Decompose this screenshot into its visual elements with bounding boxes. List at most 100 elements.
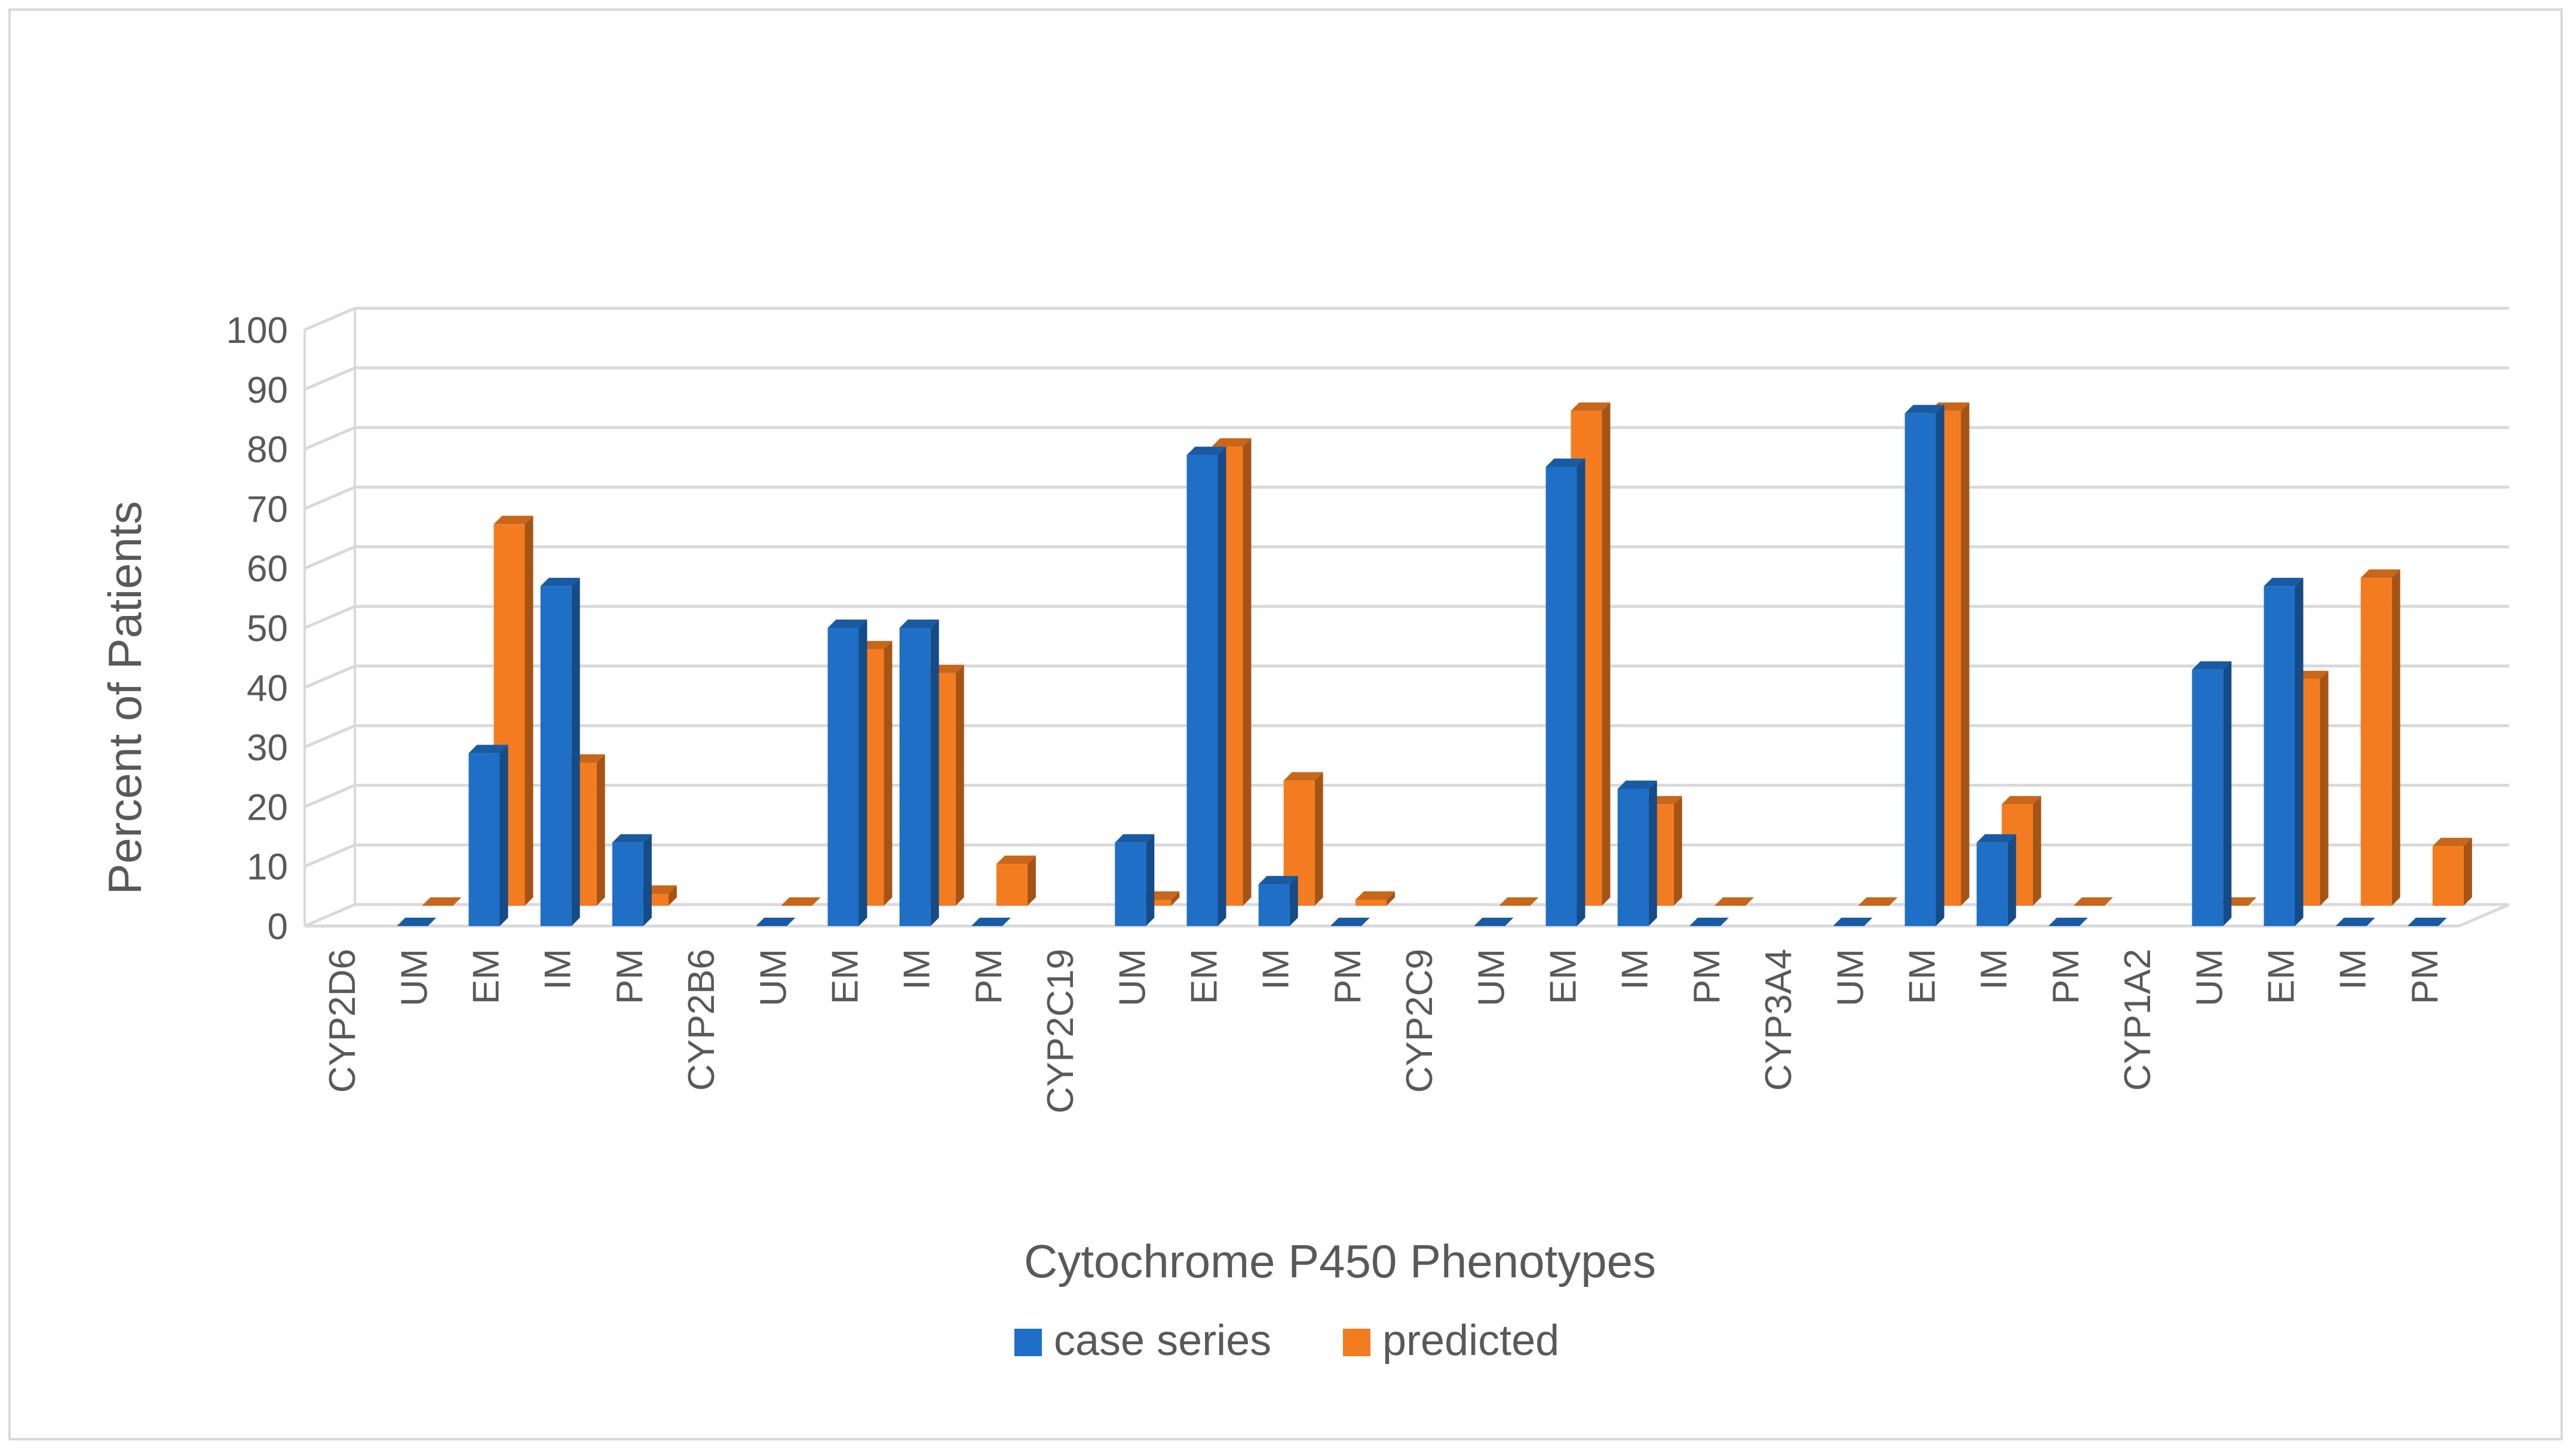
bar-top-face: [1858, 897, 1898, 906]
x-tick-label: CYP2B6: [681, 949, 722, 1091]
bar-case-series: [971, 918, 1011, 926]
bar-front-face: [1617, 789, 1649, 926]
x-tick-label: EM: [1902, 949, 1943, 1004]
bar-front-face: [2360, 578, 2392, 906]
bar-front-face: [827, 628, 859, 926]
x-tick-label: CYP2C9: [1399, 949, 1440, 1093]
x-tick-label: PM: [2046, 949, 2087, 1004]
x-tick-label: UM: [1112, 949, 1153, 1006]
bar-side-face: [499, 744, 508, 926]
bar-side-face: [955, 664, 964, 906]
chart-floor: [305, 903, 2510, 928]
bar-predicted: [781, 897, 821, 906]
x-tick-label: CYP3A4: [1758, 949, 1799, 1091]
y-tick-label: 0: [268, 906, 288, 948]
bar-side-face: [1961, 402, 1970, 906]
bar-top-face: [2407, 918, 2447, 926]
legend-label-predicted: predicted: [1382, 1317, 1559, 1365]
x-tick-label: UM: [2189, 949, 2230, 1006]
bar-top-face: [899, 620, 939, 628]
bar-case-series: [612, 834, 652, 926]
bar-front-face: [1905, 413, 1936, 926]
bar-top-face: [2048, 918, 2088, 926]
legend-swatch-predicted: [1343, 1329, 1370, 1356]
gridline-side: [304, 784, 355, 808]
bar-front-face: [540, 586, 572, 926]
bar-top-face: [540, 578, 580, 587]
bar-top-face: [493, 516, 533, 525]
bar-front-face: [2192, 669, 2224, 926]
bar-top-face: [2264, 578, 2304, 587]
bar-top-face: [1545, 458, 1586, 467]
bar-top-face: [1571, 402, 1611, 411]
bar-top-face: [781, 897, 821, 906]
bar-top-face: [1617, 780, 1657, 789]
bar-top-face: [756, 918, 796, 926]
y-tick-label: 10: [247, 847, 288, 888]
bar-side-face: [930, 620, 939, 926]
bar-front-face: [2432, 846, 2464, 906]
bar-side-face: [884, 640, 893, 906]
bar-top-face: [1689, 918, 1729, 926]
bar-top-face: [2073, 897, 2113, 906]
x-tick-label: PM: [1686, 949, 1728, 1004]
bar-predicted: [2432, 838, 2472, 906]
bar-top-face: [2432, 838, 2472, 847]
bar-case-series: [1976, 834, 2016, 926]
x-tick-label: IM: [1615, 949, 1656, 990]
bar-side-face: [2320, 670, 2329, 906]
x-tick-label: IM: [1256, 949, 1297, 990]
bar-top-face: [1714, 897, 1754, 906]
bar-top-face: [1474, 918, 1514, 926]
bar-predicted: [2360, 569, 2400, 906]
bar-top-face: [1283, 772, 1323, 781]
y-tick-label: 70: [247, 489, 288, 530]
bar-predicted: [422, 897, 462, 906]
bar-predicted: [1858, 897, 1898, 906]
bar-top-face: [422, 897, 462, 906]
bar-case-series: [1474, 918, 1514, 926]
gridline-side: [304, 426, 355, 450]
bar-side-face: [643, 834, 652, 926]
bar-side-face: [1146, 834, 1155, 926]
x-tick-label: IM: [2333, 949, 2374, 990]
bar-side-face: [668, 885, 677, 906]
bar-top-face: [1330, 918, 1370, 926]
bar-side-face: [571, 578, 580, 926]
y-tick-label: 30: [247, 728, 288, 769]
bar-top-face: [827, 620, 867, 628]
bar-case-series: [2192, 661, 2232, 926]
bar-top-face: [996, 856, 1036, 865]
bars: [397, 402, 2472, 926]
bar-front-face: [1976, 842, 2008, 926]
chart-frame: 0 10 20 30 40 50 60 70 80 90 100 CYP2D6 UM EM IM PM CYP…: [8, 8, 2563, 1440]
bar-front-face: [1186, 455, 1218, 926]
bar-side-face: [1243, 438, 1252, 906]
x-axis-ticks: CYP2D6 UM EM IM PM CYP2B6 UM EM IM PM CYP2C19 UM EM I…: [322, 949, 2446, 1114]
bar-case-series: [1545, 458, 1586, 926]
bar-front-face: [2264, 586, 2295, 926]
gridline-side: [304, 605, 355, 630]
gridline-side: [304, 903, 355, 928]
legend: case series predicted: [1014, 1317, 1559, 1365]
x-tick-label: UM: [1830, 949, 1871, 1006]
bar-case-series: [756, 918, 796, 926]
bar-side-face: [1673, 796, 1682, 906]
y-tick-label: 80: [247, 430, 288, 471]
gridline-side: [304, 306, 355, 332]
gridline-side: [304, 664, 355, 689]
bar-case-series: [1689, 918, 1729, 926]
x-tick-label: IM: [538, 949, 579, 990]
bar-case-series: [1833, 918, 1873, 926]
bar-predicted: [1714, 897, 1754, 906]
bar-top-face: [1833, 918, 1873, 926]
bar-side-face: [2007, 834, 2016, 926]
bar-case-series: [899, 620, 939, 926]
y-tick-label: 60: [247, 548, 288, 590]
bar-front-face: [1355, 900, 1387, 906]
bar-predicted: [996, 856, 1036, 906]
bar-front-face: [468, 753, 500, 926]
bar-case-series: [397, 918, 437, 926]
gridlines: [303, 306, 2509, 928]
